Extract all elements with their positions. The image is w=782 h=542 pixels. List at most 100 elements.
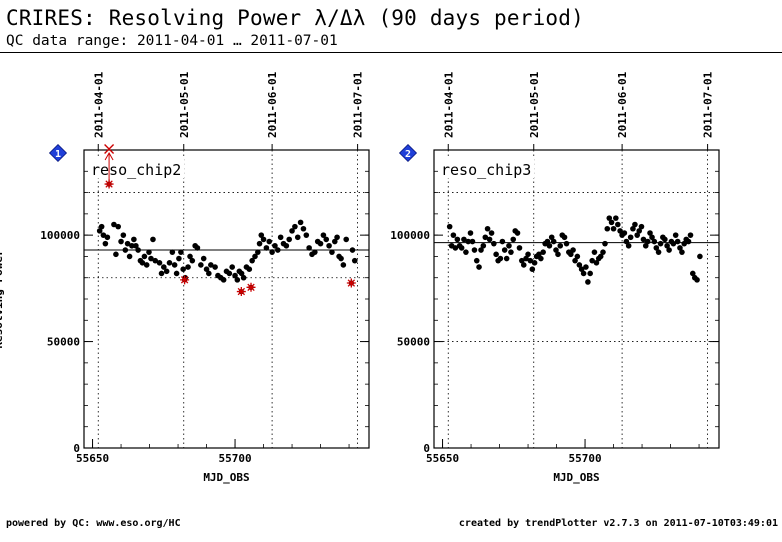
data-point <box>578 266 585 273</box>
data-point <box>561 234 568 241</box>
data-point <box>194 245 201 251</box>
data-point <box>98 223 105 230</box>
data-point <box>102 240 109 247</box>
data-point <box>536 251 542 258</box>
page-subtitle: QC data range: 2011-04-01 … 2011-07-01 <box>6 33 338 49</box>
data-point <box>148 255 154 262</box>
data-point <box>203 266 210 273</box>
data-point <box>249 257 255 264</box>
data-point <box>275 247 281 253</box>
data-point <box>283 242 290 249</box>
outlier-star <box>180 275 190 285</box>
outlier-star <box>246 282 256 292</box>
data-point <box>126 253 133 260</box>
panel-label-bg <box>438 158 534 178</box>
data-point <box>238 270 245 277</box>
data-point <box>568 251 574 258</box>
data-point <box>120 232 127 238</box>
data-point <box>260 236 267 243</box>
data-point <box>497 255 504 262</box>
x-tick-label: 55650 <box>76 452 109 465</box>
data-point <box>589 257 595 264</box>
data-point <box>679 249 685 255</box>
data-point <box>312 249 318 255</box>
data-point <box>263 245 270 251</box>
offscale-marker <box>104 144 115 154</box>
data-point <box>166 260 173 266</box>
data-point <box>246 266 253 273</box>
data-point <box>640 236 647 243</box>
data-point <box>677 245 683 251</box>
data-point <box>292 223 298 230</box>
data-point <box>546 242 553 249</box>
y-axis-label: Resolving Power <box>0 249 5 349</box>
data-point <box>297 219 304 226</box>
data-point <box>124 240 131 247</box>
data-point <box>104 234 111 241</box>
data-point <box>570 247 576 253</box>
data-point <box>326 242 332 249</box>
data-point <box>454 236 461 243</box>
data-point <box>208 262 214 268</box>
data-point <box>697 253 703 260</box>
data-point <box>583 264 589 270</box>
data-point <box>508 249 514 255</box>
data-point <box>687 232 694 238</box>
data-point <box>476 264 482 270</box>
panel-label: reso_chip3 <box>441 161 531 179</box>
date-tick-label: 2011-05-01 <box>178 71 191 138</box>
data-point <box>501 247 508 253</box>
data-point <box>129 242 135 249</box>
data-point <box>642 242 649 249</box>
data-point <box>653 245 660 251</box>
data-point <box>198 262 204 268</box>
data-point <box>450 232 457 238</box>
data-point <box>563 240 570 247</box>
page-title: CRIRES: Resolving Power λ/Δλ (90 days pe… <box>6 6 584 30</box>
data-point <box>674 238 681 245</box>
data-point <box>150 236 156 243</box>
data-point <box>585 279 591 285</box>
data-point <box>615 221 621 228</box>
y-tick-label: 100000 <box>40 229 80 242</box>
data-point <box>553 247 559 253</box>
data-point <box>258 232 265 238</box>
data-point <box>576 262 583 268</box>
data-point <box>96 228 103 234</box>
data-point <box>212 264 218 270</box>
data-point <box>608 219 615 226</box>
x-tick-label: 55700 <box>568 452 601 465</box>
data-point <box>289 228 295 234</box>
data-point <box>555 251 561 258</box>
data-point <box>229 264 235 270</box>
data-point <box>664 242 670 249</box>
data-point <box>139 260 146 266</box>
date-tick-label: 2011-05-01 <box>528 71 541 138</box>
data-point <box>685 238 692 245</box>
data-point <box>163 268 170 275</box>
outlier-point <box>346 278 356 288</box>
data-point <box>491 240 497 247</box>
data-point <box>185 264 191 270</box>
data-point <box>255 249 261 255</box>
data-point <box>518 257 525 264</box>
data-point <box>161 264 167 270</box>
data-point <box>143 262 150 268</box>
data-point <box>171 262 178 268</box>
data-point <box>523 255 529 262</box>
data-point <box>644 238 651 245</box>
data-point <box>141 253 148 260</box>
data-point <box>557 242 564 249</box>
data-point <box>516 245 523 251</box>
y-tick-label: 0 <box>73 442 80 455</box>
panel-badge-number: 1 <box>55 149 61 160</box>
data-point <box>469 238 476 245</box>
data-point <box>580 270 587 277</box>
data-point <box>256 240 263 247</box>
data-point <box>349 247 356 253</box>
data-point <box>131 236 137 243</box>
data-point <box>634 232 641 238</box>
data-point <box>320 232 327 238</box>
data-point <box>294 234 301 241</box>
footer-created-by: created by trendPlotter v2.7.3 on 2011-0… <box>458 518 778 529</box>
